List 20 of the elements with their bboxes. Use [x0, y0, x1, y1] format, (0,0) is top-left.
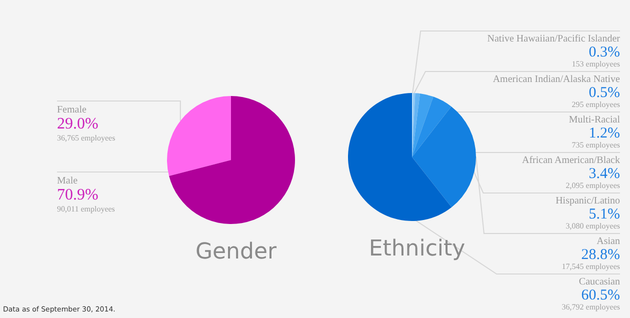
data-label: 60.5% 36,792 employees: [562, 288, 620, 312]
slice-label: African American/Black: [522, 155, 620, 166]
slice-label: American Indian/Alaska Native: [492, 74, 621, 85]
data-label: 70.9% 90,011 employees: [57, 186, 115, 214]
slice-label: Female: [57, 104, 87, 116]
data-label: 1.2% 735 employees: [572, 126, 620, 150]
data-label: 0.5% 295 employees: [572, 85, 620, 109]
slice-label: Native Hawaiian/Pacific Islander: [487, 34, 621, 44]
text: Gender: [195, 240, 278, 264]
data-label: 0.3% 153 employees: [572, 44, 620, 68]
slice-label: Asian: [596, 236, 620, 247]
data-label: 5.1% 3,080 employees: [566, 206, 620, 230]
slice-label: Caucasian: [578, 276, 620, 288]
slice-label: Male: [57, 176, 78, 186]
data-label: 28.8% 17,545 employees: [562, 247, 620, 271]
text: Ethnicity: [368, 236, 466, 262]
data-label: 3.4% 2,095 employees: [566, 166, 620, 190]
data-label: 29.0% 36,765 employees: [57, 116, 116, 142]
slice-label: Multi-Racial: [568, 114, 620, 126]
slice-label: Hispanic/Latino: [556, 196, 620, 206]
